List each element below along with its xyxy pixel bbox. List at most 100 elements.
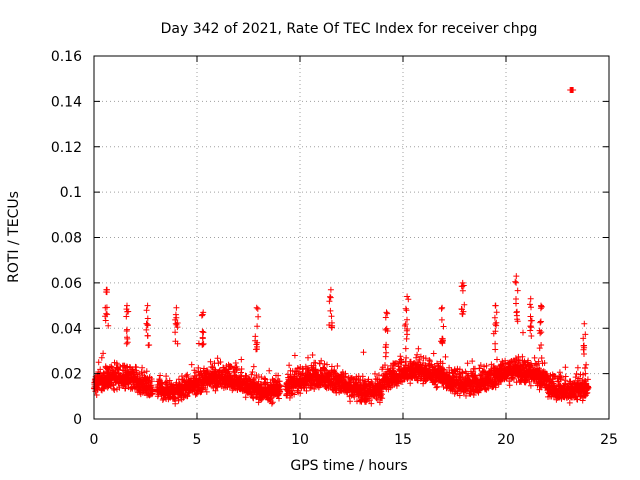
data-point xyxy=(102,317,109,324)
x-tick-labels: 0 5 10 15 20 25 xyxy=(90,432,618,448)
data-point xyxy=(422,355,429,362)
data-point xyxy=(513,279,520,286)
data-point xyxy=(143,307,150,314)
data-point xyxy=(538,342,545,348)
data-point xyxy=(492,346,499,353)
data-point xyxy=(98,354,105,361)
data-point xyxy=(393,382,400,389)
data-point xyxy=(252,333,259,340)
data-point xyxy=(456,392,463,399)
data-point xyxy=(573,370,580,377)
data-point xyxy=(569,87,575,93)
data-point xyxy=(199,328,206,335)
data-point xyxy=(434,383,441,390)
data-point xyxy=(331,367,338,373)
data-point xyxy=(562,377,569,384)
data-point xyxy=(123,340,130,347)
data-point xyxy=(512,278,519,285)
data-point xyxy=(430,350,437,357)
data-point xyxy=(311,386,318,392)
data-point xyxy=(439,335,446,342)
data-point xyxy=(309,352,316,358)
data-point xyxy=(268,400,275,407)
data-point xyxy=(494,356,500,363)
data-point xyxy=(417,353,424,360)
data-point xyxy=(536,345,543,352)
data-point xyxy=(203,388,210,395)
data-point xyxy=(576,375,582,382)
data-point xyxy=(297,390,304,397)
data-point xyxy=(173,304,180,311)
data-point xyxy=(403,307,410,314)
data-point xyxy=(149,378,155,385)
data-points xyxy=(91,87,592,407)
data-point xyxy=(459,283,466,290)
data-point xyxy=(253,346,259,353)
data-point xyxy=(359,373,366,380)
data-point xyxy=(439,304,446,311)
data-point xyxy=(581,351,587,357)
data-point xyxy=(144,322,151,329)
axis-ticks xyxy=(93,55,610,420)
data-point xyxy=(426,357,433,363)
data-point xyxy=(183,372,190,379)
y-tick-label: 0.02 xyxy=(51,367,82,383)
data-point xyxy=(144,315,151,322)
data-point xyxy=(327,294,334,301)
data-point xyxy=(383,372,390,378)
data-point xyxy=(291,352,298,359)
data-point xyxy=(527,301,533,308)
y-tick-label: 0.1 xyxy=(60,185,82,201)
grid-lines xyxy=(94,56,609,419)
data-point xyxy=(328,313,335,320)
data-point xyxy=(382,362,388,369)
chart-title: Day 342 of 2021, Rate Of TEC Index for r… xyxy=(161,21,538,37)
data-point xyxy=(525,357,532,364)
data-point xyxy=(149,390,156,397)
data-point xyxy=(267,379,274,386)
data-point xyxy=(238,356,245,363)
data-point xyxy=(238,366,245,372)
data-point xyxy=(405,296,412,303)
data-point xyxy=(458,306,465,312)
data-point xyxy=(105,322,112,329)
data-point xyxy=(537,330,544,337)
data-point xyxy=(440,323,447,330)
data-point xyxy=(110,385,117,392)
y-tick-label: 0 xyxy=(73,412,82,428)
data-point xyxy=(442,353,449,360)
data-point xyxy=(277,388,284,395)
y-tick-label: 0.16 xyxy=(51,49,82,65)
data-point xyxy=(585,384,592,391)
data-point xyxy=(95,359,102,366)
data-point xyxy=(198,312,205,319)
data-point xyxy=(581,320,588,327)
data-point xyxy=(253,304,260,311)
data-point xyxy=(491,314,498,321)
data-point xyxy=(382,326,389,333)
data-point xyxy=(558,374,565,381)
data-point xyxy=(255,313,262,320)
data-point xyxy=(520,329,526,336)
data-point xyxy=(342,373,349,380)
data-point xyxy=(582,365,588,372)
x-axis-label: GPS time / hours xyxy=(290,458,407,474)
data-point xyxy=(531,354,538,361)
data-point xyxy=(173,321,180,328)
y-tick-label: 0.04 xyxy=(51,321,82,337)
data-point xyxy=(123,313,130,320)
data-point xyxy=(200,340,207,347)
data-point xyxy=(528,324,535,331)
data-point xyxy=(521,358,528,365)
data-point xyxy=(439,360,446,367)
data-point xyxy=(249,369,256,375)
data-point xyxy=(123,328,130,334)
data-point xyxy=(199,341,206,348)
data-point xyxy=(318,357,325,364)
data-point xyxy=(513,273,520,280)
data-point xyxy=(163,373,170,380)
data-point xyxy=(305,354,311,361)
data-point xyxy=(427,358,433,365)
data-point xyxy=(100,350,107,357)
data-point xyxy=(582,370,589,377)
